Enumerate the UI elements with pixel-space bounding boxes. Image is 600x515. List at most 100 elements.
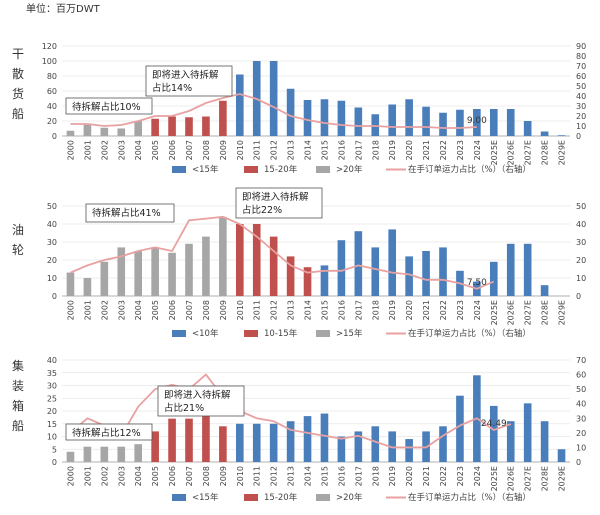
bar-blue — [252, 423, 261, 462]
x-tick-label: 2002 — [100, 466, 109, 486]
bar-blue — [540, 131, 549, 136]
x-tick-label: 2014 — [304, 466, 313, 486]
chart-title-char: 船 — [12, 107, 24, 121]
bar-blue — [473, 109, 481, 136]
x-tick-label: 2000 — [66, 466, 75, 486]
x-tick-label: 2028E — [541, 140, 550, 165]
chart-title-char: 船 — [12, 419, 24, 433]
x-tick-label: 2002 — [100, 140, 109, 160]
x-tick-label: 2008 — [202, 300, 211, 320]
chart-title-char: 装 — [12, 379, 24, 393]
x-tick-label: 2006 — [168, 140, 177, 160]
legend-swatch — [244, 330, 258, 337]
bar-blue — [337, 100, 346, 136]
y-left-tick-label: 5 — [52, 445, 57, 454]
bar-blue — [557, 135, 566, 136]
bar-gray — [100, 127, 109, 136]
bar-gray — [134, 251, 143, 296]
orderbook-share-line — [70, 215, 495, 290]
bar-blue — [388, 104, 397, 136]
bar-blue — [303, 416, 312, 462]
x-tick-label: 2005 — [151, 300, 160, 320]
x-tick-label: 2003 — [117, 300, 126, 320]
bar-red — [235, 224, 244, 296]
legend-label: 在手订单运力占比（%）（右轴） — [408, 328, 531, 339]
bar-gray — [219, 216, 227, 296]
y-left-tick-label: 0 — [52, 132, 57, 141]
x-tick-label: 2001 — [83, 300, 92, 320]
y-right-tick-label: 30 — [576, 414, 586, 423]
y-right-tick-label: 40 — [576, 220, 586, 229]
x-tick-label: 2015 — [320, 466, 329, 486]
y-left-tick-label: 30 — [47, 382, 57, 391]
y-right-tick-label: 10 — [576, 443, 586, 452]
annotation-box — [235, 187, 323, 219]
bar-gray — [185, 243, 193, 296]
y-right-tick-label: 90 — [576, 42, 586, 51]
bar-gray — [202, 236, 210, 296]
annotation-text: 即将进入待拆解 — [152, 69, 219, 81]
x-tick-label: 2020 — [405, 300, 414, 320]
y-right-tick-label: 30 — [576, 238, 586, 247]
annotation-box — [145, 65, 233, 97]
x-tick-label: 2005 — [151, 466, 160, 486]
legend-swatch — [244, 166, 258, 173]
y-right-tick-label: 50 — [576, 202, 586, 211]
bar-red — [151, 118, 159, 136]
y-right-tick-label: 80 — [576, 52, 586, 61]
x-tick-label: 2009 — [219, 140, 228, 160]
bar-blue — [489, 261, 498, 296]
x-tick-label: 2009 — [219, 466, 228, 486]
chart-title-char: 油 — [12, 223, 24, 237]
chart-title-char: 干 — [12, 47, 24, 61]
x-tick-label: 2027E — [524, 466, 533, 491]
x-tick-label: 2013 — [287, 140, 296, 160]
x-tick-label: 2024 — [473, 140, 482, 160]
x-tick-label: 2017 — [354, 140, 363, 160]
bar-red — [151, 431, 159, 462]
y-left-tick-label: 30 — [47, 238, 57, 247]
annotation-box — [65, 423, 153, 441]
bar-red — [202, 413, 210, 462]
bar-blue — [422, 106, 430, 136]
bar-gray — [134, 444, 143, 462]
bar-blue — [405, 99, 413, 136]
annotation-box — [85, 203, 175, 223]
line-data-label: 24.49 — [481, 419, 507, 429]
legend-label: 15-20年 — [264, 164, 298, 175]
line-data-label: 7.50 — [467, 278, 487, 288]
x-tick-label: 2008 — [202, 140, 211, 160]
x-tick-label: 2023 — [456, 140, 465, 160]
x-tick-label: 2028E — [541, 466, 550, 491]
y-right-tick-label: 60 — [576, 72, 586, 81]
x-tick-label: 2022 — [439, 140, 448, 160]
x-tick-label: 2010 — [236, 300, 245, 320]
x-tick-label: 2008 — [202, 466, 211, 486]
x-tick-label: 2019 — [388, 140, 397, 160]
bar-blue — [320, 265, 329, 296]
chart-title-char: 散 — [12, 66, 24, 81]
x-tick-label: 2021 — [422, 140, 431, 160]
bar-blue — [320, 99, 329, 136]
legend-label: 10-15年 — [264, 328, 298, 339]
x-tick-label: 2019 — [388, 466, 397, 486]
orderbook-share-line — [69, 373, 512, 449]
x-tick-label: 2018 — [371, 140, 380, 160]
y-left-tick-label: 100 — [42, 57, 57, 66]
bar-red — [168, 418, 176, 462]
x-tick-label: 2017 — [354, 466, 363, 486]
bar-blue — [506, 421, 515, 462]
x-tick-label: 2021 — [422, 466, 431, 486]
x-tick-label: 2027E — [524, 140, 533, 165]
legend-label: 在手订单运力占比（%）（右轴） — [408, 164, 531, 175]
y-left-tick-label: 120 — [42, 42, 57, 51]
x-tick-label: 2020 — [405, 466, 414, 486]
annotation-text: 待拆解占比41% — [92, 207, 161, 219]
x-tick-label: 2023 — [456, 466, 465, 486]
bar-blue — [489, 405, 498, 462]
y-left-tick-label: 80 — [47, 72, 57, 81]
orderbook-share-line — [70, 93, 477, 129]
bar-red — [219, 100, 227, 136]
y-right-tick-label: 0 — [576, 132, 581, 141]
x-tick-label: 2010 — [236, 466, 245, 486]
